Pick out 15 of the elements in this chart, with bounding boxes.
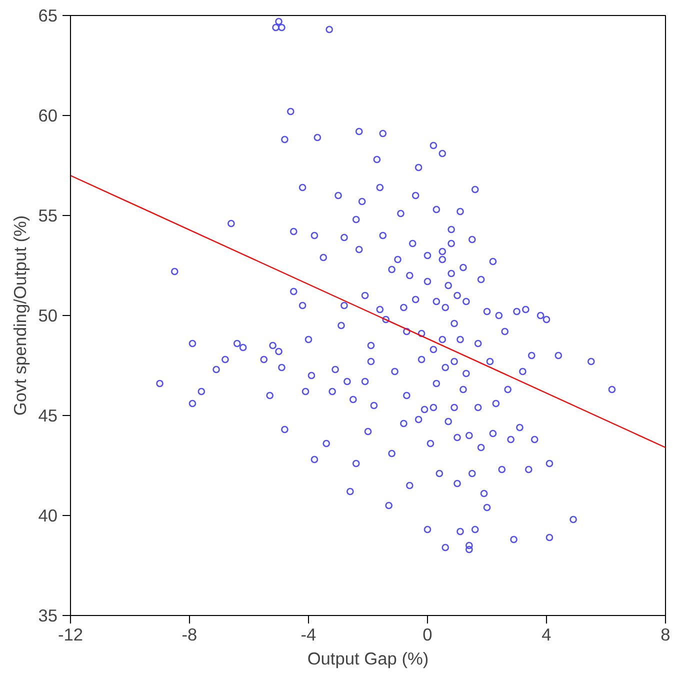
y-axis-title: Govt spending/Output (%): [10, 215, 30, 416]
y-tick-label: 50: [38, 306, 58, 326]
y-tick-label: 55: [38, 206, 58, 226]
x-tick-label: -8: [182, 624, 198, 644]
x-tick-label: 8: [660, 624, 670, 644]
x-axis-title: Output Gap (%): [307, 648, 429, 668]
x-tick-label: -12: [58, 624, 84, 644]
x-tick-label: 0: [422, 624, 432, 644]
x-tick-label: 4: [542, 624, 552, 644]
y-tick-label: 65: [38, 6, 58, 26]
y-tick-label: 45: [38, 406, 58, 426]
y-tick-label: 35: [38, 606, 58, 626]
x-tick-label: -4: [300, 624, 317, 644]
y-tick-label: 40: [38, 506, 58, 526]
y-tick-label: 60: [38, 106, 58, 126]
